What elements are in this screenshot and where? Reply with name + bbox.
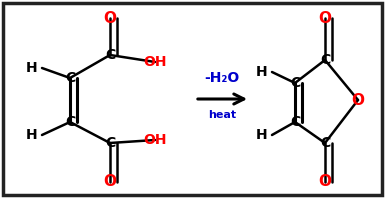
Text: O: O xyxy=(318,174,331,189)
Text: C: C xyxy=(290,76,300,90)
Text: -H₂O: -H₂O xyxy=(204,71,239,85)
Text: C: C xyxy=(105,48,115,62)
Text: C: C xyxy=(65,115,75,129)
Text: O: O xyxy=(318,10,331,26)
Text: C: C xyxy=(320,136,330,150)
Text: C: C xyxy=(290,115,300,129)
Text: heat: heat xyxy=(208,110,236,120)
Text: C: C xyxy=(105,136,115,150)
Text: H: H xyxy=(26,61,38,75)
Text: H: H xyxy=(256,128,268,142)
Text: O: O xyxy=(352,92,365,108)
Text: H: H xyxy=(256,65,268,79)
Text: H: H xyxy=(26,128,38,142)
Text: O: O xyxy=(104,10,117,26)
Text: O: O xyxy=(104,174,117,189)
Text: C: C xyxy=(65,71,75,85)
Text: OH: OH xyxy=(143,55,167,69)
Text: C: C xyxy=(320,53,330,67)
Text: OH: OH xyxy=(143,133,167,147)
